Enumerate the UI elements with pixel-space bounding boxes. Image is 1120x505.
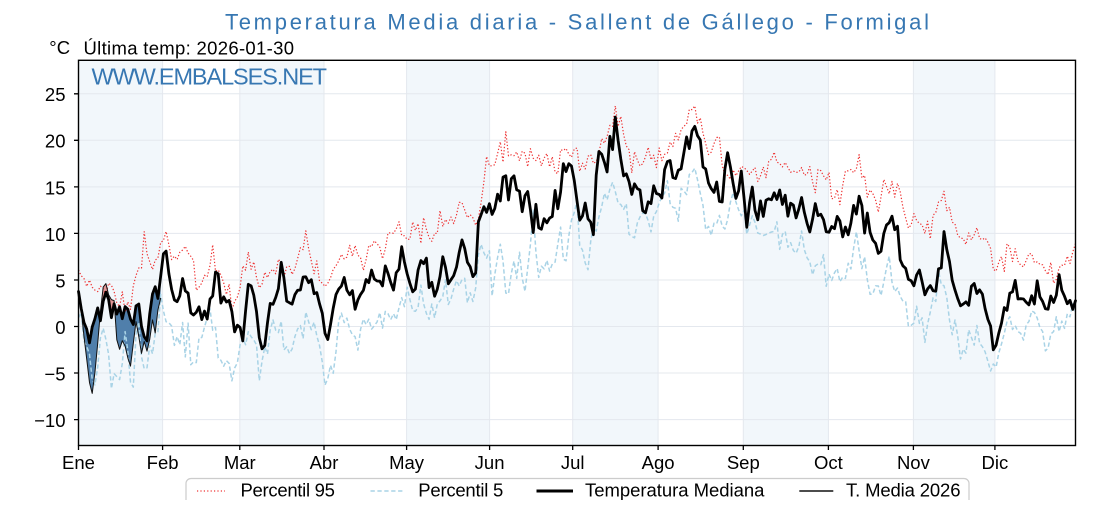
svg-text:T. Media 2026: T. Media 2026 [846, 479, 961, 500]
svg-text:°C: °C [49, 37, 70, 58]
svg-text:25: 25 [45, 84, 66, 105]
svg-text:Oct: Oct [814, 452, 843, 473]
svg-text:Mar: Mar [224, 452, 256, 473]
svg-text:Percentil 5: Percentil 5 [418, 479, 503, 500]
svg-text:0: 0 [55, 317, 65, 338]
svg-text:Nov: Nov [897, 452, 931, 473]
svg-text:15: 15 [45, 177, 66, 198]
svg-text:Temperatura Media diaria - Sal: Temperatura Media diaria - Sallent de Gá… [225, 10, 929, 35]
svg-text:Última temp: 2026-01-30: Última temp: 2026-01-30 [84, 38, 295, 59]
svg-text:10: 10 [45, 224, 66, 245]
svg-text:Sep: Sep [727, 452, 760, 473]
svg-text:Dic: Dic [982, 452, 1009, 473]
svg-text:−5: −5 [44, 363, 65, 384]
svg-text:−10: −10 [34, 410, 65, 431]
svg-text:WWW.EMBALSES.NET: WWW.EMBALSES.NET [92, 64, 328, 90]
svg-text:Feb: Feb [147, 452, 179, 473]
svg-text:Jun: Jun [475, 452, 505, 473]
svg-text:Ago: Ago [642, 452, 675, 473]
svg-text:Temperatura Mediana: Temperatura Mediana [585, 479, 765, 500]
svg-text:Ene: Ene [62, 452, 95, 473]
svg-text:Percentil 95: Percentil 95 [241, 479, 335, 500]
svg-text:Jul: Jul [561, 452, 585, 473]
svg-text:Abr: Abr [310, 452, 339, 473]
svg-text:May: May [389, 452, 425, 473]
svg-text:5: 5 [55, 270, 65, 291]
svg-text:20: 20 [45, 131, 66, 152]
